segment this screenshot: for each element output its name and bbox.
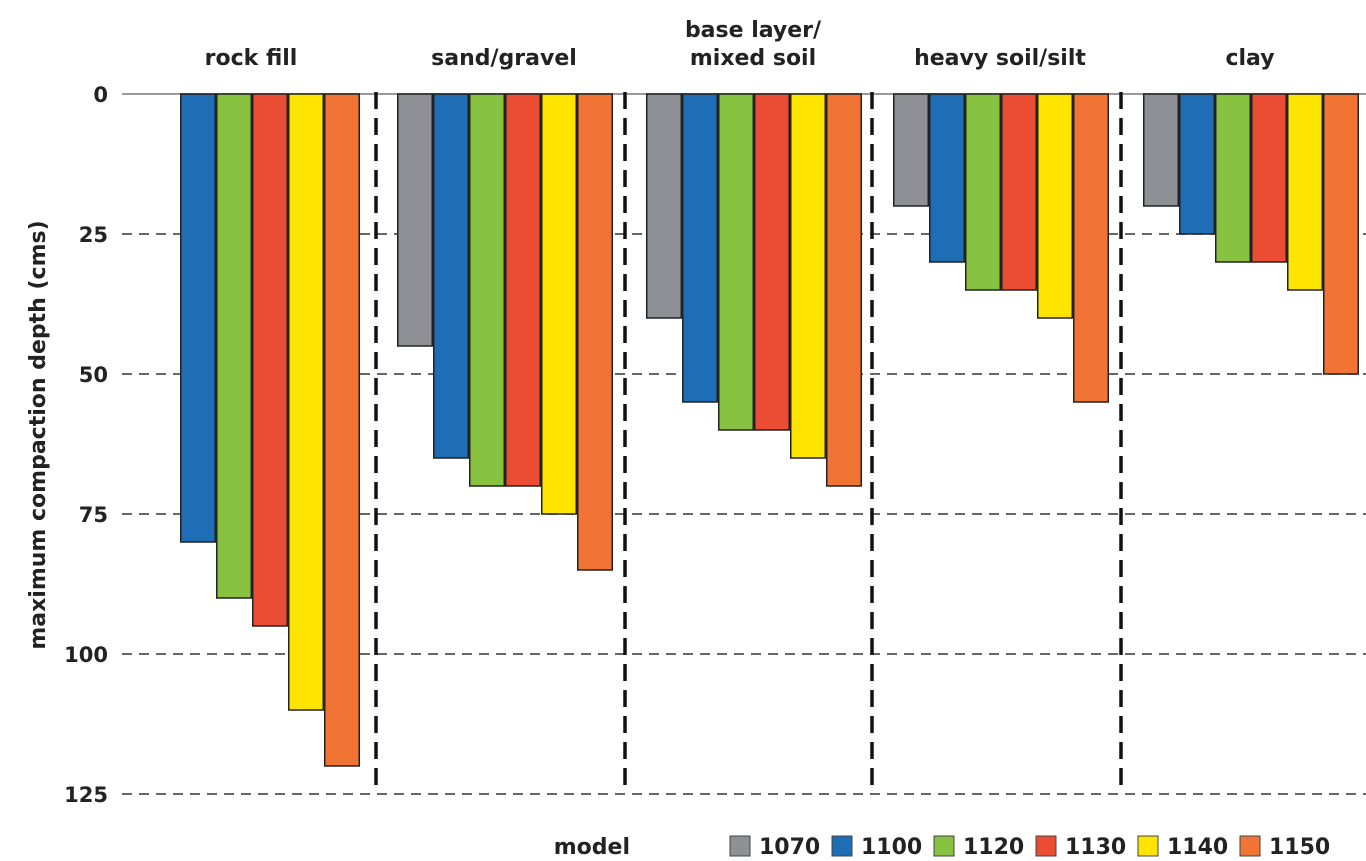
bar-1130: [1252, 94, 1287, 262]
bar-1140: [1038, 94, 1073, 318]
bar-1100: [683, 94, 718, 402]
bar-1100: [434, 94, 469, 458]
category-label: base layer/: [685, 18, 822, 43]
bar-1150: [1324, 94, 1359, 374]
legend-swatch-1130: [1036, 836, 1056, 856]
legend: model 1070 1100 1120 1130 1140 1150: [554, 835, 1330, 860]
bar-1070: [1144, 94, 1179, 206]
bar-1130: [1002, 94, 1037, 290]
y-tick-label: 100: [64, 643, 108, 667]
category-label: heavy soil/silt: [914, 46, 1086, 71]
legend-swatch-1140: [1138, 836, 1158, 856]
y-tick-label: 50: [79, 363, 108, 387]
bar-1140: [542, 94, 577, 514]
category-labels: rock fill sand/gravel base layer/mixed soi…: [205, 18, 1275, 71]
legend-label-1070: 1070: [759, 835, 820, 860]
bars: [181, 94, 1359, 766]
y-axis-title: maximum compaction depth (cms): [26, 220, 51, 649]
bar-1150: [827, 94, 862, 486]
bar-1150: [1074, 94, 1109, 402]
y-tick-label: 25: [79, 223, 108, 247]
bar-1150: [578, 94, 613, 570]
y-tick-label: 125: [64, 783, 108, 807]
category-label: rock fill: [205, 46, 298, 71]
category-label: mixed soil: [690, 46, 816, 71]
legend-title: model: [554, 835, 630, 860]
bar-1120: [966, 94, 1001, 290]
bar-1120: [719, 94, 754, 430]
legend-swatch-1100: [832, 836, 852, 856]
legend-swatch-1150: [1240, 836, 1260, 856]
bar-1130: [506, 94, 541, 486]
y-tick-label: 0: [93, 83, 108, 107]
bar-1150: [325, 94, 360, 766]
bar-1120: [1216, 94, 1251, 262]
legend-swatch-1070: [730, 836, 750, 856]
bar-1070: [647, 94, 682, 318]
legend-label-1140: 1140: [1167, 835, 1228, 860]
bar-1100: [1180, 94, 1215, 234]
y-tick-label: 75: [79, 503, 108, 527]
bar-1100: [930, 94, 965, 262]
legend-label-1150: 1150: [1269, 835, 1330, 860]
legend-label-1120: 1120: [963, 835, 1024, 860]
legend-label-1100: 1100: [861, 835, 922, 860]
legend-label-1130: 1130: [1065, 835, 1126, 860]
legend-swatch-1120: [934, 836, 954, 856]
bar-1120: [217, 94, 252, 598]
category-label: sand/gravel: [431, 46, 577, 71]
category-label: clay: [1225, 46, 1274, 71]
y-tick-labels: 0 25 50 75 100 125: [64, 83, 108, 807]
bar-1070: [398, 94, 433, 346]
bar-1140: [289, 94, 324, 710]
bar-1120: [470, 94, 505, 486]
bar-1140: [791, 94, 826, 458]
bar-1100: [181, 94, 216, 542]
bar-1130: [755, 94, 790, 430]
bar-1130: [253, 94, 288, 626]
bar-1140: [1288, 94, 1323, 290]
bar-1070: [894, 94, 929, 206]
